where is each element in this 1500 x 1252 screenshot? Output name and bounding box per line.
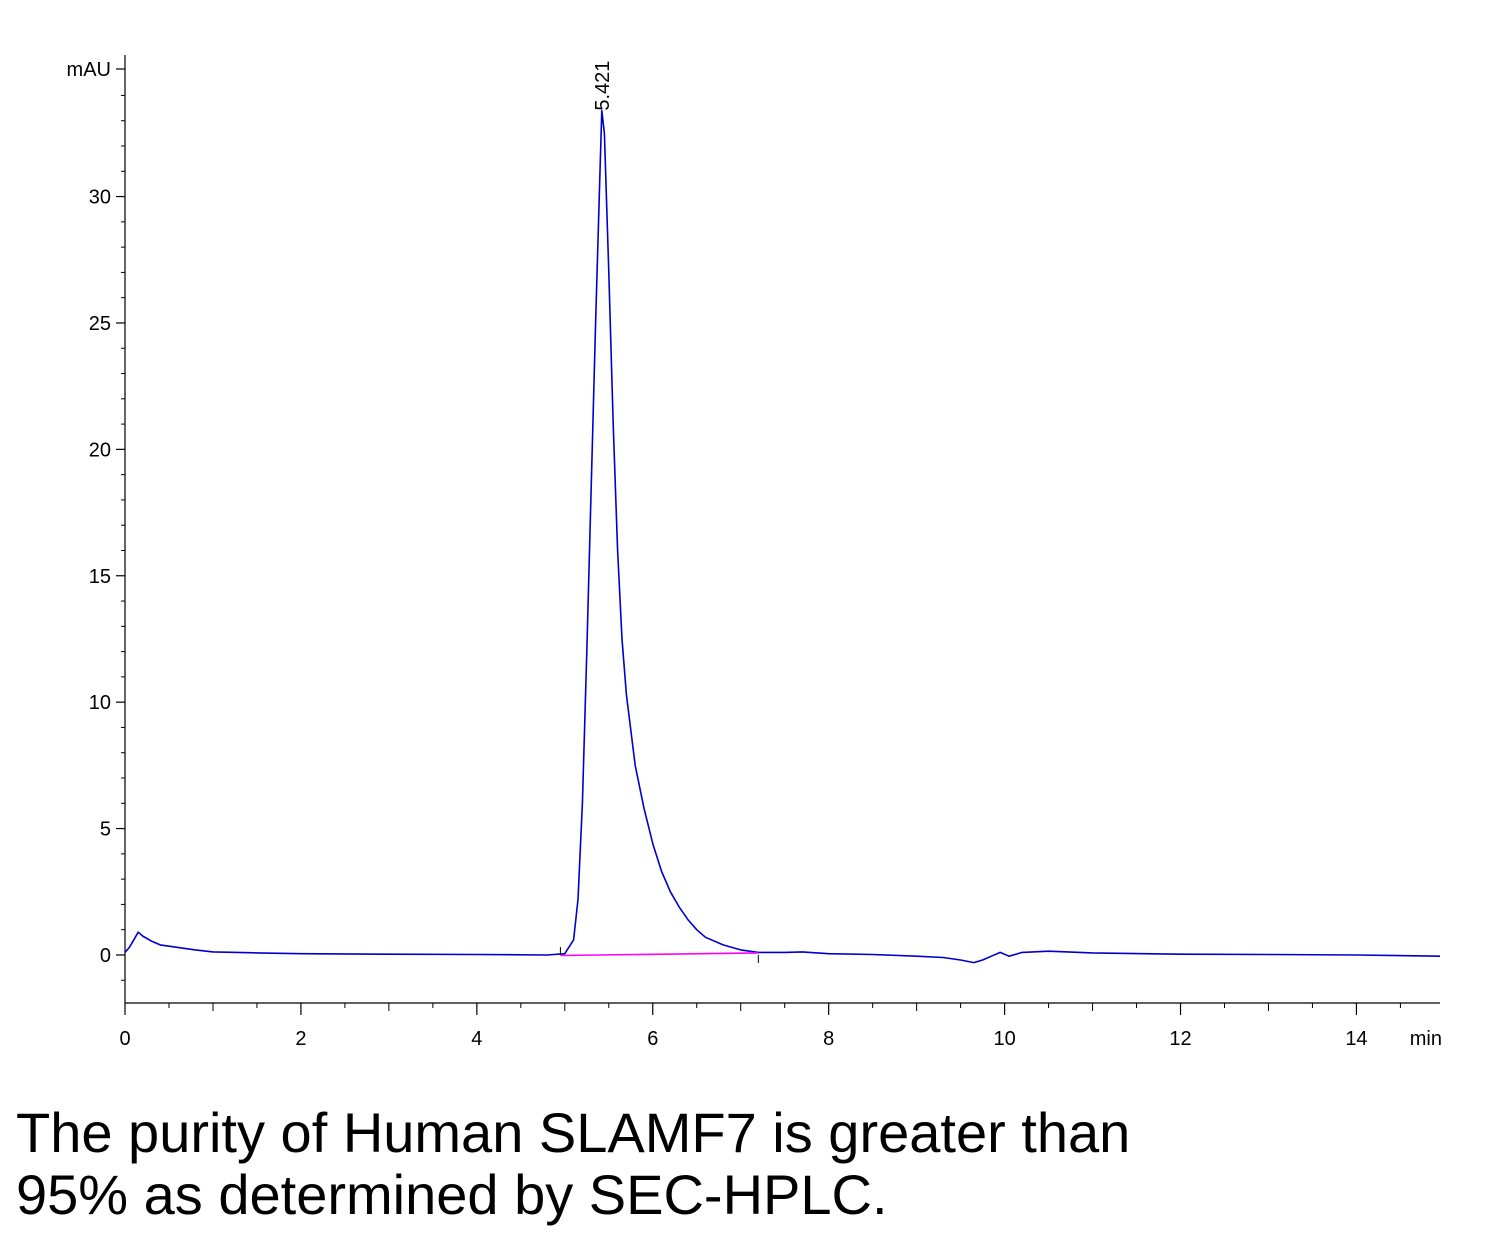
caption-line-2: 95% as determined by SEC-HPLC. — [16, 1163, 888, 1226]
y-tick-label: 30 — [89, 187, 111, 209]
peak-label: 5.421 — [592, 61, 614, 111]
caption-line-1: The purity of Human SLAMF7 is greater th… — [16, 1101, 1131, 1164]
y-tick-label: 5 — [100, 819, 111, 841]
y-tick-label: 25 — [89, 313, 111, 335]
x-axis-label: min — [1410, 1028, 1442, 1050]
y-tick-label: 15 — [89, 566, 111, 588]
x-tick-label: 8 — [823, 1028, 834, 1050]
x-tick-label: 2 — [295, 1028, 306, 1050]
y-tick-label: 0 — [100, 945, 111, 967]
baseline-trace — [560, 952, 759, 957]
x-tick-label: 10 — [993, 1028, 1015, 1050]
series-layer — [124, 109, 1441, 964]
chromatogram-chart: 0 5 10 15 20 25 30 mAU 0 2 4 6 8 10 12 14 min 5.421 — [67, 55, 1442, 1050]
y-tick-label: 20 — [89, 439, 111, 461]
labels-layer: 5.421 — [592, 61, 614, 111]
y-axis-label: mAU — [67, 59, 111, 81]
signal-trace — [124, 109, 1441, 964]
x-tick-label: 6 — [647, 1028, 658, 1050]
axes: 0 5 10 15 20 25 30 mAU 0 2 4 6 8 10 12 14 min — [67, 55, 1442, 1050]
y-tick-label: 10 — [89, 692, 111, 714]
x-tick-label: 14 — [1345, 1028, 1367, 1050]
x-tick-label: 4 — [471, 1028, 482, 1050]
x-tick-label: 0 — [119, 1028, 130, 1050]
caption: The purity of Human SLAMF7 is greater th… — [16, 1102, 1486, 1226]
x-tick-label: 12 — [1169, 1028, 1191, 1050]
